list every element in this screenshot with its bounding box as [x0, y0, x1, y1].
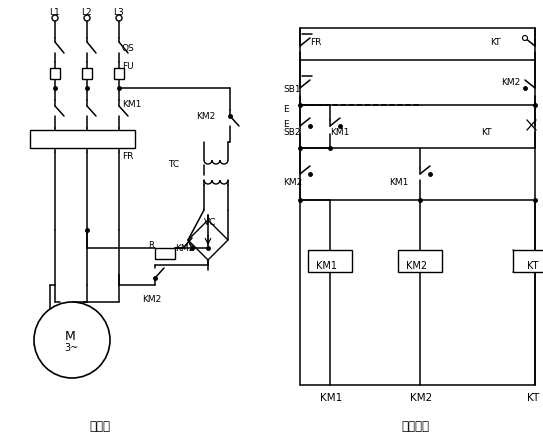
Circle shape — [52, 15, 58, 21]
Text: KM1: KM1 — [316, 261, 337, 271]
Text: KT: KT — [490, 38, 501, 47]
Bar — [30, 130, 135, 148]
Text: SB2: SB2 — [283, 128, 300, 137]
Text: 控制电路: 控制电路 — [401, 420, 429, 433]
Text: KT: KT — [482, 128, 492, 137]
Circle shape — [34, 302, 110, 378]
Text: KM1: KM1 — [330, 128, 349, 137]
Text: KT: KT — [527, 393, 539, 403]
Text: 主电路: 主电路 — [90, 420, 110, 433]
Circle shape — [522, 35, 527, 41]
Text: FR: FR — [310, 38, 321, 47]
Text: KM1: KM1 — [320, 393, 342, 403]
Text: KM1: KM1 — [122, 100, 141, 109]
Text: KM2: KM2 — [142, 295, 161, 304]
Text: KM2: KM2 — [406, 261, 427, 271]
Text: FR: FR — [122, 152, 134, 161]
Text: KM2: KM2 — [196, 112, 215, 121]
Text: L1: L1 — [49, 8, 60, 17]
Bar — [398, 250, 442, 272]
Text: SB1: SB1 — [283, 85, 301, 94]
Text: KM2: KM2 — [410, 393, 432, 403]
Text: TC: TC — [168, 160, 179, 169]
Text: 3~: 3~ — [64, 343, 78, 353]
Circle shape — [116, 15, 122, 21]
Text: M: M — [65, 331, 76, 343]
Text: VC: VC — [204, 218, 216, 227]
Text: R: R — [148, 240, 154, 249]
Circle shape — [84, 15, 90, 21]
Bar — [513, 250, 543, 272]
Text: KM2: KM2 — [175, 244, 194, 253]
Bar — [155, 248, 175, 259]
Text: L3: L3 — [113, 8, 124, 17]
Bar — [82, 68, 92, 79]
Text: E: E — [283, 120, 289, 129]
Text: E: E — [283, 105, 289, 114]
Bar — [308, 250, 352, 272]
Text: FU: FU — [122, 62, 134, 71]
Text: KT: KT — [527, 261, 539, 271]
Text: KM1: KM1 — [389, 178, 408, 187]
Bar — [114, 68, 124, 79]
Text: KM2: KM2 — [283, 178, 302, 187]
Text: QS: QS — [122, 44, 135, 53]
Bar — [50, 68, 60, 79]
Text: KM2: KM2 — [501, 78, 520, 87]
Text: L2: L2 — [81, 8, 92, 17]
